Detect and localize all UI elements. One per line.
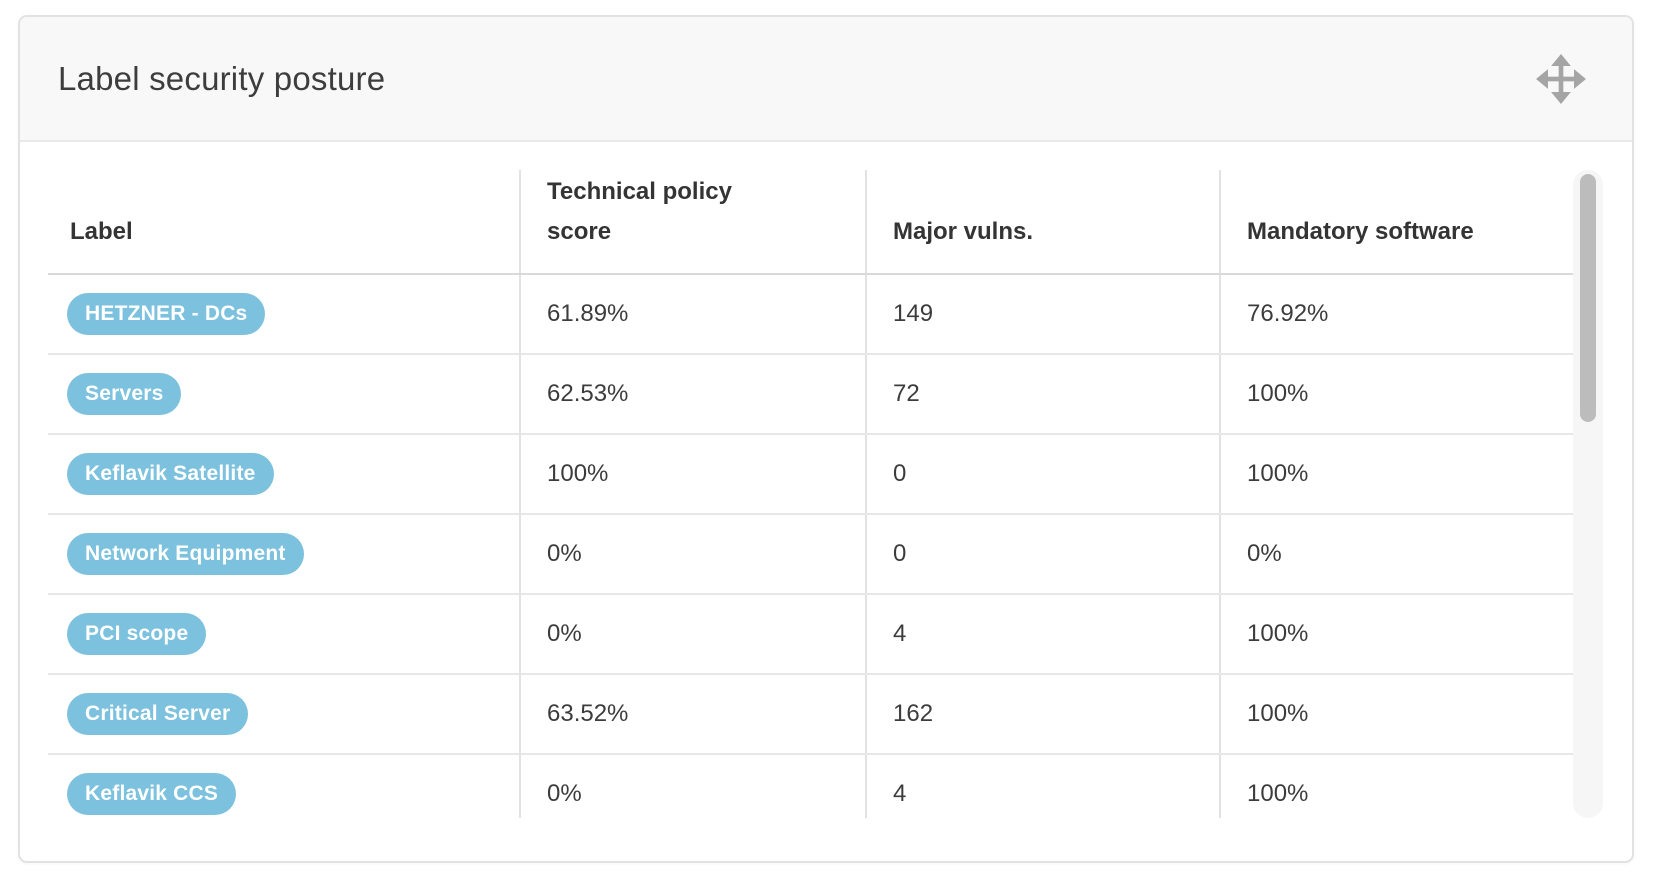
column-header-technical-policy-score: Technical policy score — [520, 170, 867, 275]
table-row: Critical Server 63.52% 162 100% — [48, 674, 1573, 755]
label-badge[interactable]: HETZNER - DCs — [67, 292, 266, 336]
technical-policy-score-cell: 100% — [520, 434, 867, 515]
table-row: Keflavik CCS 0% 4 100% — [48, 754, 1573, 818]
table-row: Network Equipment 0% 0 0% — [48, 514, 1573, 595]
mandatory-software-cell: 100% — [1220, 354, 1573, 435]
label-cell: Keflavik Satellite — [48, 434, 521, 515]
label-badge[interactable]: Network Equipment — [67, 532, 304, 576]
column-header-major-vulns: Major vulns. — [866, 170, 1221, 275]
label-badge[interactable]: PCI scope — [67, 612, 207, 656]
label-posture-table: Label Technical policy score Major vulns… — [48, 170, 1573, 818]
label-cell: HETZNER - DCs — [48, 274, 521, 355]
technical-policy-score-cell: 61.89% — [520, 274, 867, 355]
mandatory-software-cell: 100% — [1220, 754, 1573, 818]
mandatory-software-cell: 100% — [1220, 434, 1573, 515]
major-vulns-cell: 4 — [866, 754, 1221, 818]
table-row: Servers 62.53% 72 100% — [48, 354, 1573, 435]
label-security-posture-widget: Label security posture Label Technical p… — [18, 15, 1634, 863]
mandatory-software-cell: 100% — [1220, 594, 1573, 675]
table-header-row: Label Technical policy score Major vulns… — [48, 170, 1573, 275]
label-cell: Network Equipment — [48, 514, 521, 595]
mandatory-software-cell: 0% — [1220, 514, 1573, 595]
label-badge[interactable]: Critical Server — [67, 692, 249, 736]
label-cell: Keflavik CCS — [48, 754, 521, 818]
label-badge[interactable]: Servers — [67, 372, 182, 416]
major-vulns-cell: 4 — [866, 594, 1221, 675]
table-row: HETZNER - DCs 61.89% 149 76.92% — [48, 274, 1573, 355]
major-vulns-cell: 162 — [866, 674, 1221, 755]
mandatory-software-cell: 100% — [1220, 674, 1573, 755]
scrollbar-thumb[interactable] — [1580, 174, 1596, 422]
mandatory-software-cell: 76.92% — [1220, 274, 1573, 355]
table-row: PCI scope 0% 4 100% — [48, 594, 1573, 675]
major-vulns-cell: 72 — [866, 354, 1221, 435]
scrollbar-track[interactable] — [1573, 170, 1603, 818]
label-cell: PCI scope — [48, 594, 521, 675]
widget-body: Label Technical policy score Major vulns… — [20, 142, 1632, 859]
label-badge[interactable]: Keflavik Satellite — [67, 452, 274, 496]
major-vulns-cell: 0 — [866, 514, 1221, 595]
label-cell: Critical Server — [48, 674, 521, 755]
major-vulns-cell: 149 — [866, 274, 1221, 355]
technical-policy-score-cell: 62.53% — [520, 354, 867, 435]
column-header-label: Label — [48, 170, 521, 275]
widget-title: Label security posture — [58, 59, 386, 97]
widget-header: Label security posture — [20, 17, 1632, 142]
technical-policy-score-cell: 0% — [520, 594, 867, 675]
table-row: Keflavik Satellite 100% 0 100% — [48, 434, 1573, 515]
label-cell: Servers — [48, 354, 521, 435]
label-badge[interactable]: Keflavik CCS — [67, 772, 237, 816]
technical-policy-score-cell: 0% — [520, 754, 867, 818]
technical-policy-score-cell: 63.52% — [520, 674, 867, 755]
column-header-mandatory-software: Mandatory software — [1220, 170, 1573, 275]
label-posture-table-viewport: Label Technical policy score Major vulns… — [48, 170, 1573, 818]
move-icon[interactable] — [1534, 51, 1588, 107]
major-vulns-cell: 0 — [866, 434, 1221, 515]
technical-policy-score-cell: 0% — [520, 514, 867, 595]
